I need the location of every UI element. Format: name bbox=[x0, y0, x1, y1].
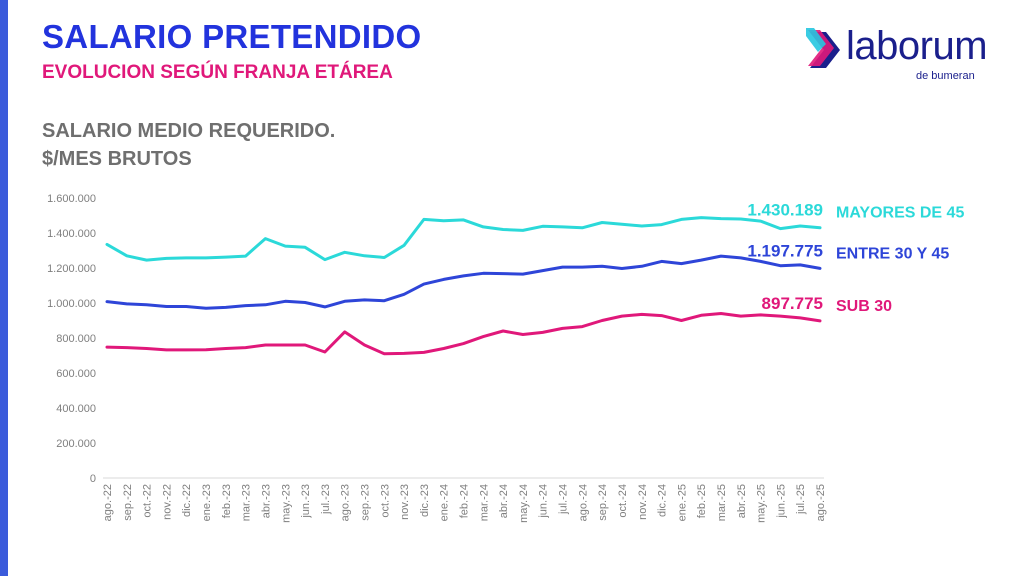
y-tick-label: 1.600.000 bbox=[47, 193, 96, 205]
x-tick-label: may.-23 bbox=[280, 484, 292, 523]
x-tick-label: oct.-24 bbox=[617, 484, 629, 518]
x-tick-label: jun.-25 bbox=[775, 484, 787, 519]
series-name-0: MAYORES DE 45 bbox=[836, 205, 964, 222]
x-tick-label: may.-25 bbox=[756, 484, 768, 523]
series-name-2: SUB 30 bbox=[836, 298, 892, 315]
x-tick-label: mar.-24 bbox=[478, 484, 490, 521]
page-subtitle: EVOLUCION SEGÚN FRANJA ETÁREA bbox=[42, 62, 393, 83]
series-line-2 bbox=[105, 312, 822, 356]
x-tick-label: nov.-23 bbox=[399, 484, 411, 520]
series-group bbox=[105, 216, 822, 356]
y-tick-label: 600.000 bbox=[56, 368, 96, 380]
x-tick-label: jul.-24 bbox=[558, 484, 570, 515]
x-tick-label: ago.-24 bbox=[577, 484, 589, 521]
x-tick-label: nov.-24 bbox=[637, 484, 649, 520]
x-tick-label: jul.-25 bbox=[795, 484, 807, 515]
x-tick-label: may.-24 bbox=[518, 484, 530, 523]
logo-text: laborum bbox=[846, 24, 988, 68]
x-tick-label: ene.-25 bbox=[676, 484, 688, 521]
y-tick-label: 400.000 bbox=[56, 403, 96, 415]
x-tick-label: ago.-23 bbox=[340, 484, 352, 521]
x-tick-label: jun.-24 bbox=[538, 484, 550, 519]
x-tick-label: ene.-24 bbox=[439, 484, 451, 521]
series-labels: 1.430.189 MAYORES DE 45 1.197.775 ENTRE 30 … bbox=[747, 201, 964, 315]
series-line-1 bbox=[105, 254, 822, 310]
chart-title-line1: SALARIO MEDIO REQUERIDO. bbox=[42, 120, 336, 142]
x-tick-label: ene.-23 bbox=[201, 484, 213, 521]
series-name-1: ENTRE 30 Y 45 bbox=[836, 245, 949, 262]
chart-title: SALARIO MEDIO REQUERIDO. $/MES BRUTOS bbox=[42, 117, 335, 173]
series-end-value-2: 897.775 bbox=[762, 294, 823, 313]
y-tick-label: 1.200.000 bbox=[47, 263, 96, 275]
series-end-value-0: 1.430.189 bbox=[747, 201, 823, 220]
y-axis: 0 200.000 400.000 600.000 800.000 1.000.000 1.… bbox=[47, 193, 96, 485]
y-tick-label: 800.000 bbox=[56, 333, 96, 345]
x-tick-label: jun.-23 bbox=[300, 484, 312, 519]
logo-subtext: de bumeran bbox=[916, 70, 975, 82]
x-tick-label: ago.-22 bbox=[102, 484, 114, 521]
series-line-0 bbox=[105, 216, 822, 262]
x-tick-label: mar.-25 bbox=[716, 484, 728, 521]
x-tick-label: abr.-24 bbox=[498, 484, 510, 518]
x-tick-label: dic.-23 bbox=[419, 484, 431, 517]
x-tick-label: mar.-23 bbox=[241, 484, 253, 521]
x-tick-label: oct.-22 bbox=[142, 484, 154, 518]
series-end-value-1: 1.197.775 bbox=[747, 241, 823, 260]
x-tick-label: nov.-22 bbox=[161, 484, 173, 520]
left-accent-bar bbox=[0, 0, 8, 576]
laborum-chevron-icon bbox=[806, 28, 840, 68]
x-tick-label: jul.-23 bbox=[320, 484, 332, 515]
chart-title-line2: $/MES BRUTOS bbox=[42, 148, 192, 170]
x-axis-ticks: ago.-22 sep.-22 oct.-22 nov.-22 dic.-22 ene.-… bbox=[102, 484, 827, 523]
x-tick-label: feb.-25 bbox=[696, 484, 708, 518]
x-tick-label: dic.-22 bbox=[181, 484, 193, 517]
x-tick-label: sep.-22 bbox=[122, 484, 134, 521]
y-tick-label: 1.000.000 bbox=[47, 298, 96, 310]
x-tick-label: sep.-24 bbox=[597, 484, 609, 521]
y-tick-label: 0 bbox=[90, 473, 96, 485]
x-tick-label: dic.-24 bbox=[657, 484, 669, 517]
x-tick-label: sep.-23 bbox=[359, 484, 371, 521]
x-tick-label: oct.-23 bbox=[379, 484, 391, 518]
page-title: SALARIO PRETENDIDO bbox=[42, 18, 422, 55]
y-tick-label: 1.400.000 bbox=[47, 228, 96, 240]
x-tick-label: feb.-23 bbox=[221, 484, 233, 518]
y-tick-label: 200.000 bbox=[56, 438, 96, 450]
x-tick-label: feb.-24 bbox=[459, 484, 471, 518]
x-tick-label: ago.-25 bbox=[815, 484, 827, 521]
x-tick-label: abr.-25 bbox=[736, 484, 748, 518]
x-tick-label: abr.-23 bbox=[260, 484, 272, 518]
laborum-logo: laborum de bumeran bbox=[806, 24, 996, 88]
